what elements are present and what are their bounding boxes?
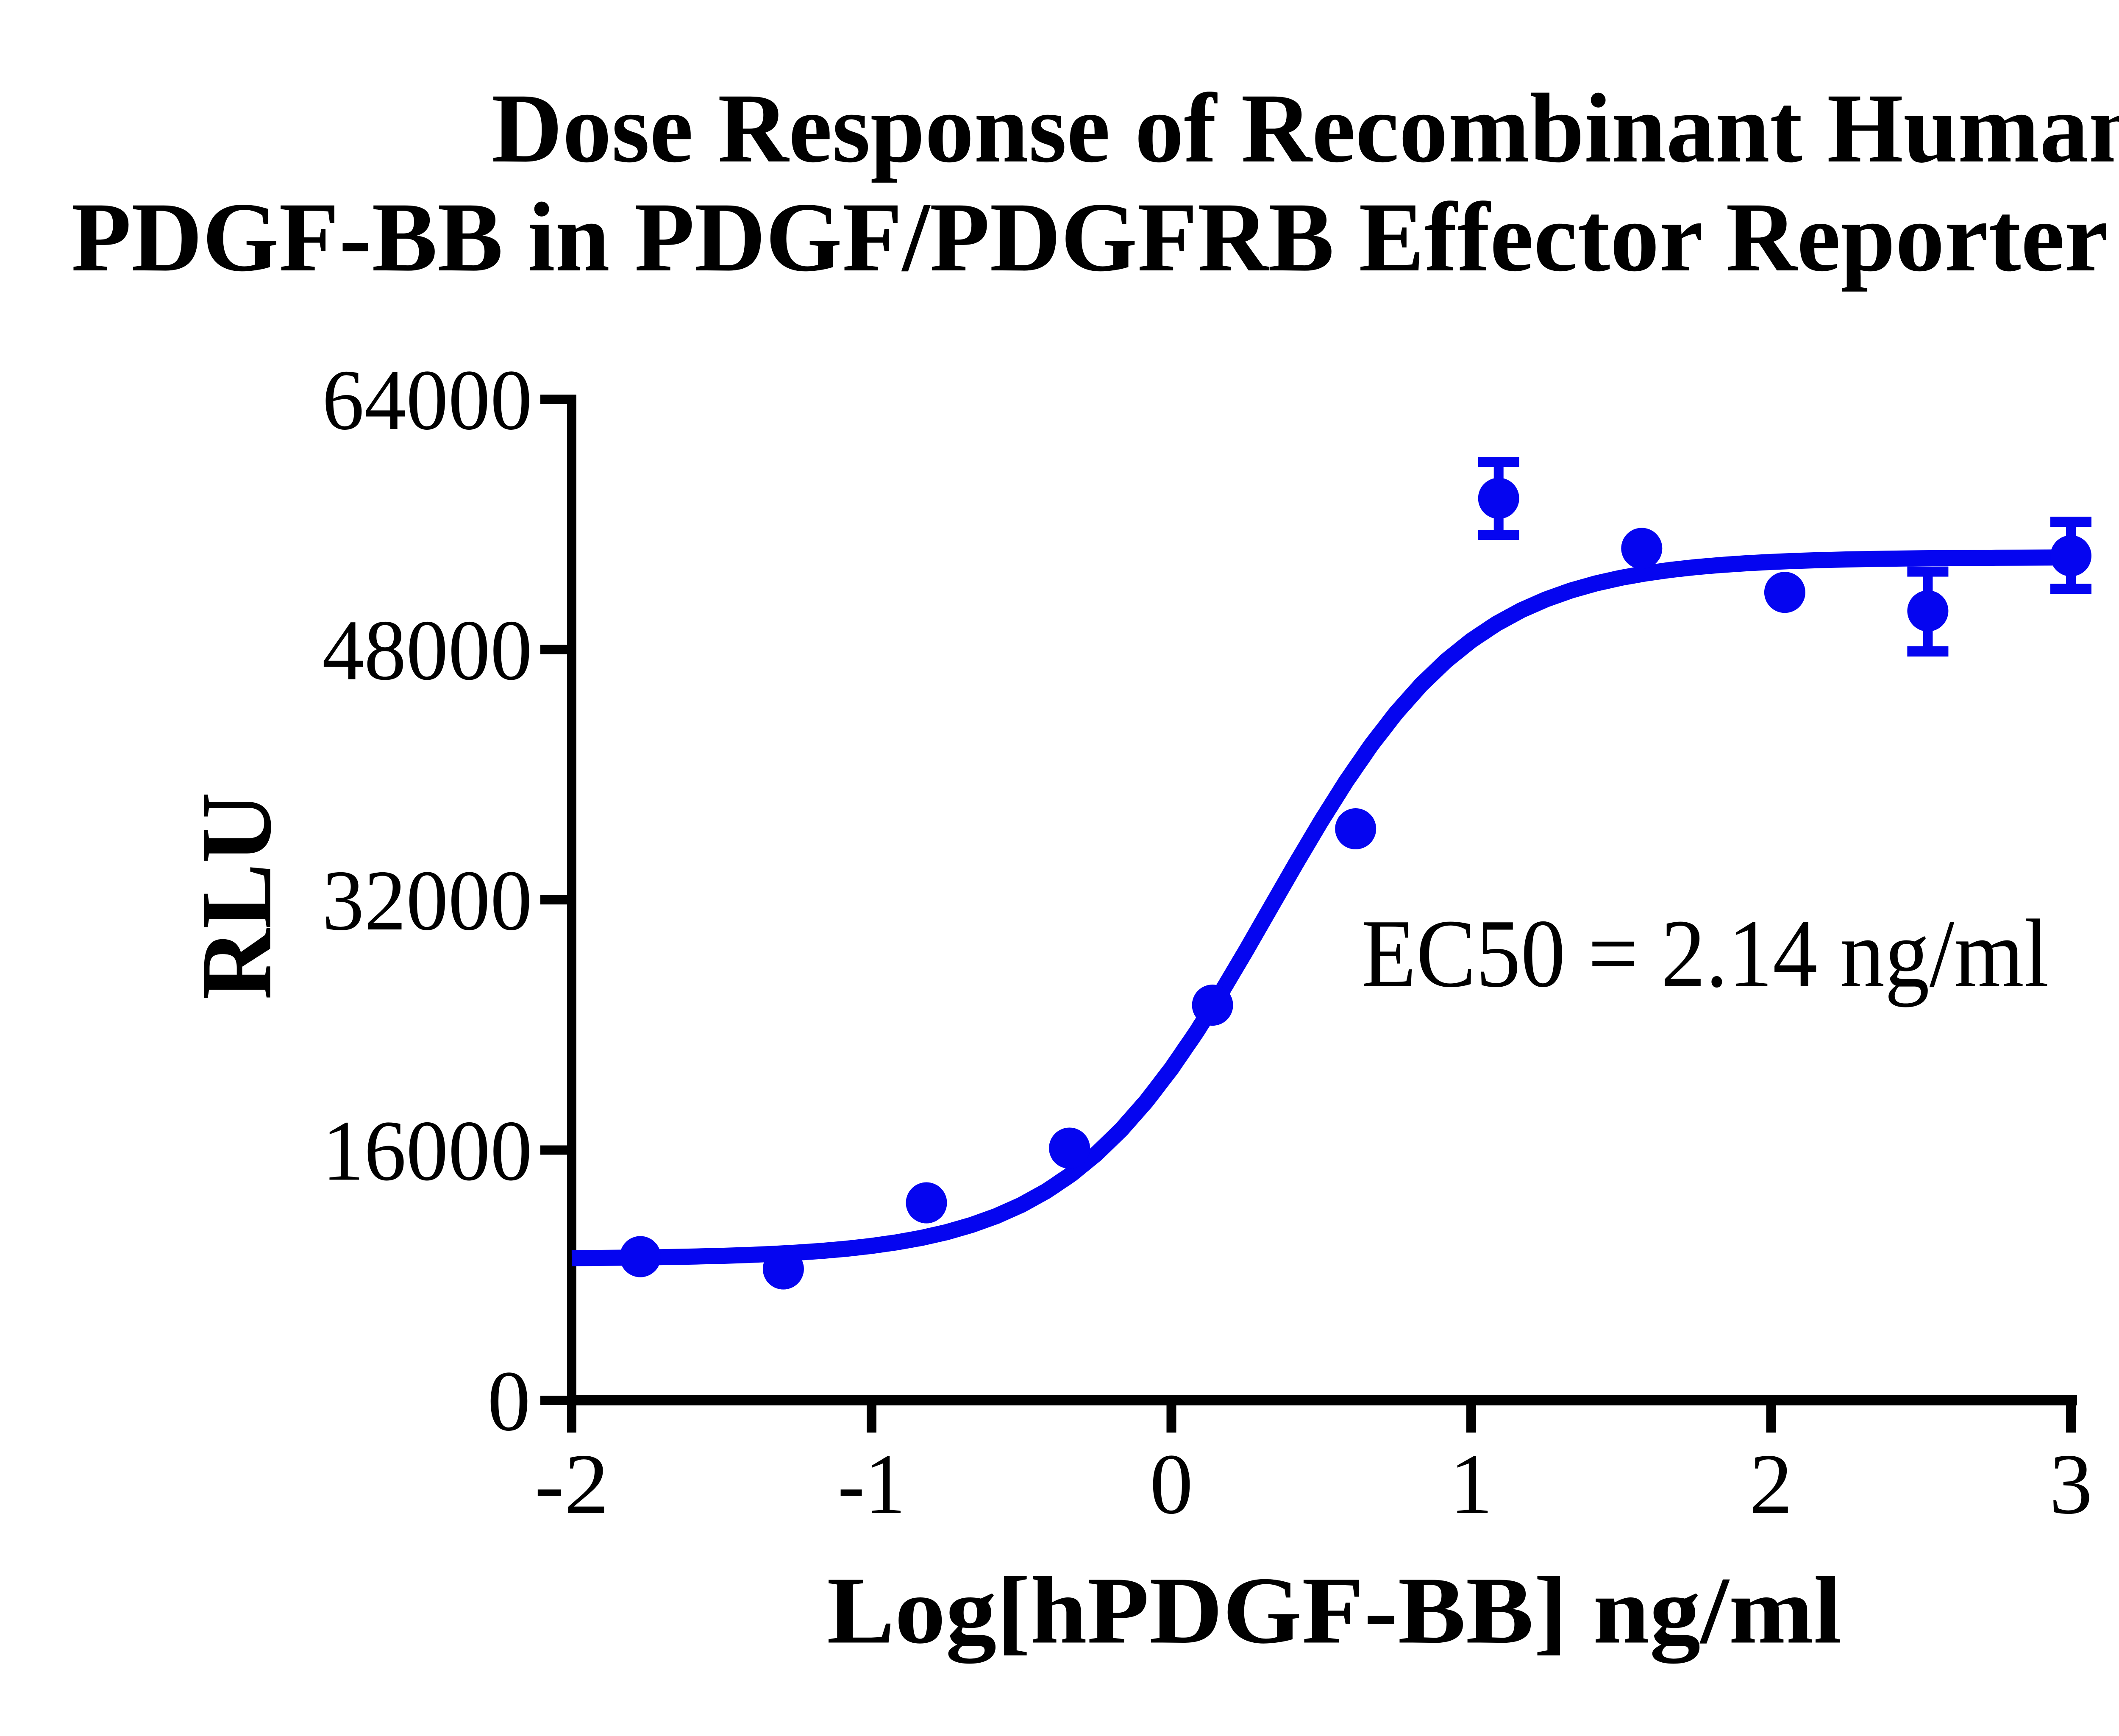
svg-text:RLU: RLU	[181, 792, 292, 1000]
svg-text:0: 0	[487, 1353, 531, 1449]
svg-text:EC50 = 2.14 ng/ml: EC50 = 2.14 ng/ml	[1362, 899, 2049, 1007]
svg-text:-2: -2	[534, 1436, 609, 1532]
svg-text:32000: 32000	[322, 853, 532, 949]
svg-text:2: 2	[1749, 1436, 1793, 1532]
svg-text:1: 1	[1450, 1436, 1493, 1532]
svg-text:3: 3	[2049, 1436, 2093, 1532]
svg-text:Log[hPDGF-BB] ng/ml: Log[hPDGF-BB] ng/ml	[827, 1558, 1842, 1664]
svg-text:64000: 64000	[322, 352, 532, 448]
svg-text:Dose Response of Recombinant H: Dose Response of Recombinant Human	[492, 73, 2119, 183]
svg-text:-1: -1	[838, 1436, 906, 1532]
svg-text:0: 0	[1150, 1436, 1193, 1532]
svg-text:PDGF-BB in PDGF/PDGFRB Effecto: PDGF-BB in PDGF/PDGFRB Effector Reporter…	[71, 182, 2119, 292]
svg-text:16000: 16000	[322, 1103, 532, 1199]
svg-text:48000: 48000	[322, 603, 532, 698]
